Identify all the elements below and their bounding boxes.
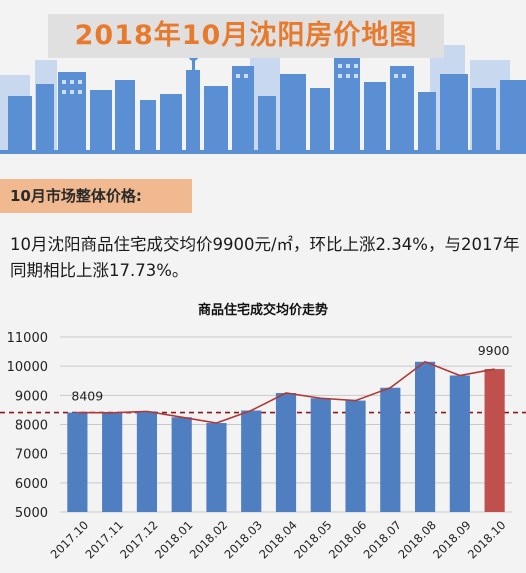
bar (484, 369, 505, 512)
y-tick-label: 5000 (15, 506, 48, 521)
city-skyline-banner: 2018年10月沈阳房价地图 (0, 0, 526, 162)
bar (414, 361, 436, 512)
bar (241, 410, 262, 512)
chart-title: 商品住宅成交均价走势 (198, 302, 328, 318)
price-trend-chart: 商品住宅成交均价走势 8409 9900 5000 6000 7000 8000 9000… (0, 292, 526, 573)
bar (310, 398, 331, 512)
y-tick-label: 11000 (7, 331, 48, 346)
bar (380, 387, 401, 512)
x-tick-label: 2018.10 (465, 518, 509, 562)
bar (136, 411, 158, 512)
bar (206, 423, 227, 512)
summary-text: 10月沈阳商品住宅成交均价9900元/㎡，环比上涨2.34%，与2017年同期相… (10, 235, 520, 280)
y-tick-label: 7000 (15, 448, 48, 463)
section-label: 10月市场整体价格: (0, 179, 192, 213)
trend-line (77, 360, 495, 424)
bar (102, 412, 123, 512)
y-tick-label: 10000 (7, 360, 48, 375)
data-label-first: 8409 (71, 389, 103, 404)
data-label-last: 9900 (478, 343, 510, 358)
y-tick-label: 6000 (15, 477, 48, 492)
y-tick-label: 9000 (15, 389, 48, 404)
bar (449, 375, 470, 512)
bar (67, 412, 88, 512)
skyline-illustration (0, 37, 526, 154)
bar (345, 400, 366, 512)
banner-title: 2018年10月沈阳房价地图 (48, 14, 444, 58)
bar (171, 417, 192, 512)
y-tick-label: 8000 (15, 419, 48, 434)
bar (275, 393, 297, 512)
chart-svg: 商品住宅成交均价走势 8409 9900 5000 6000 7000 8000 9000… (0, 302, 526, 562)
